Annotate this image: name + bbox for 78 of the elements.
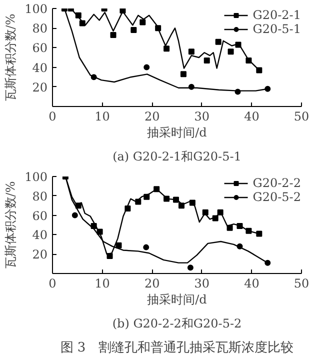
x-axis-title: 抽采时间/d [147,292,208,306]
legend-label: G20-2-2 [252,176,301,190]
point [178,202,184,209]
x-axis-title: 抽采时间/d [147,126,208,140]
x-tick-label: 20 [144,110,160,124]
y-axis-title: 瓦斯体积分数/% [4,181,18,269]
point [144,194,150,200]
y-tick-label: 20 [32,248,48,262]
text: (a) G20-2-1和G20-5-1 [112,150,242,164]
point [215,38,222,45]
x-tick-label: 30 [194,276,210,290]
x-tick-label: 40 [244,276,260,290]
point [236,222,243,229]
point [110,32,116,38]
point [188,84,194,90]
point [106,253,113,260]
point [144,64,150,70]
point [187,264,194,271]
point [75,12,82,18]
point [246,57,252,64]
y-tick-label: 40 [32,60,48,75]
x-tick-label: 40 [244,110,260,124]
x-tick-label: 0 [48,276,56,290]
point [135,198,142,205]
point [217,209,224,216]
point [188,48,194,55]
legend-label: G20-2-1 [252,8,301,22]
point [79,20,86,26]
point [143,244,150,250]
legend-label: G20-5-1 [252,22,301,36]
text: (b) G20-2-2和G20-5-2 [112,316,242,330]
y-axis-title: 瓦斯体积分数/% [4,14,18,102]
point [234,88,241,95]
point [116,242,122,248]
point [246,228,252,234]
point [226,224,233,231]
y-tick-label: 80 [32,189,48,204]
point [189,200,196,206]
x-tick-label: 10 [94,110,110,124]
point [236,243,243,250]
point [180,71,186,78]
point [264,86,271,92]
point [154,186,160,192]
point [155,25,162,32]
y-tick-label: 80 [32,22,48,36]
point [90,74,97,80]
point [212,215,218,222]
point [124,206,131,212]
point [173,196,180,203]
y-tick-label: 40 [32,228,48,242]
point [256,67,262,74]
point [204,57,210,64]
x-tick-label: 50 [294,110,310,124]
point [256,230,262,237]
point [75,202,82,209]
y-tick-label: 20 [32,80,48,94]
x-tick-label: 20 [144,276,160,290]
point [130,27,137,34]
point [264,260,271,266]
x-tick-label: 0 [48,110,56,124]
point [202,209,208,216]
point [140,19,146,26]
point [96,228,103,235]
point [164,46,170,52]
x-tick-label: 30 [194,110,210,124]
point [164,196,170,202]
caption: 图 3 割缝孔和普通孔抽采瓦斯浓度比较 [60,340,294,356]
y-tick-label: 100 [24,2,48,16]
x-tick-label: 10 [94,276,110,290]
point [120,8,126,14]
point [228,48,234,55]
y-tick-label: 60 [32,41,48,56]
y-tick-label: 100 [24,170,48,184]
x-tick-label: 50 [294,276,310,290]
point [235,42,242,48]
legend-label: G20-5-2 [252,190,301,204]
point [72,212,78,218]
y-tick-label: 60 [32,208,48,223]
